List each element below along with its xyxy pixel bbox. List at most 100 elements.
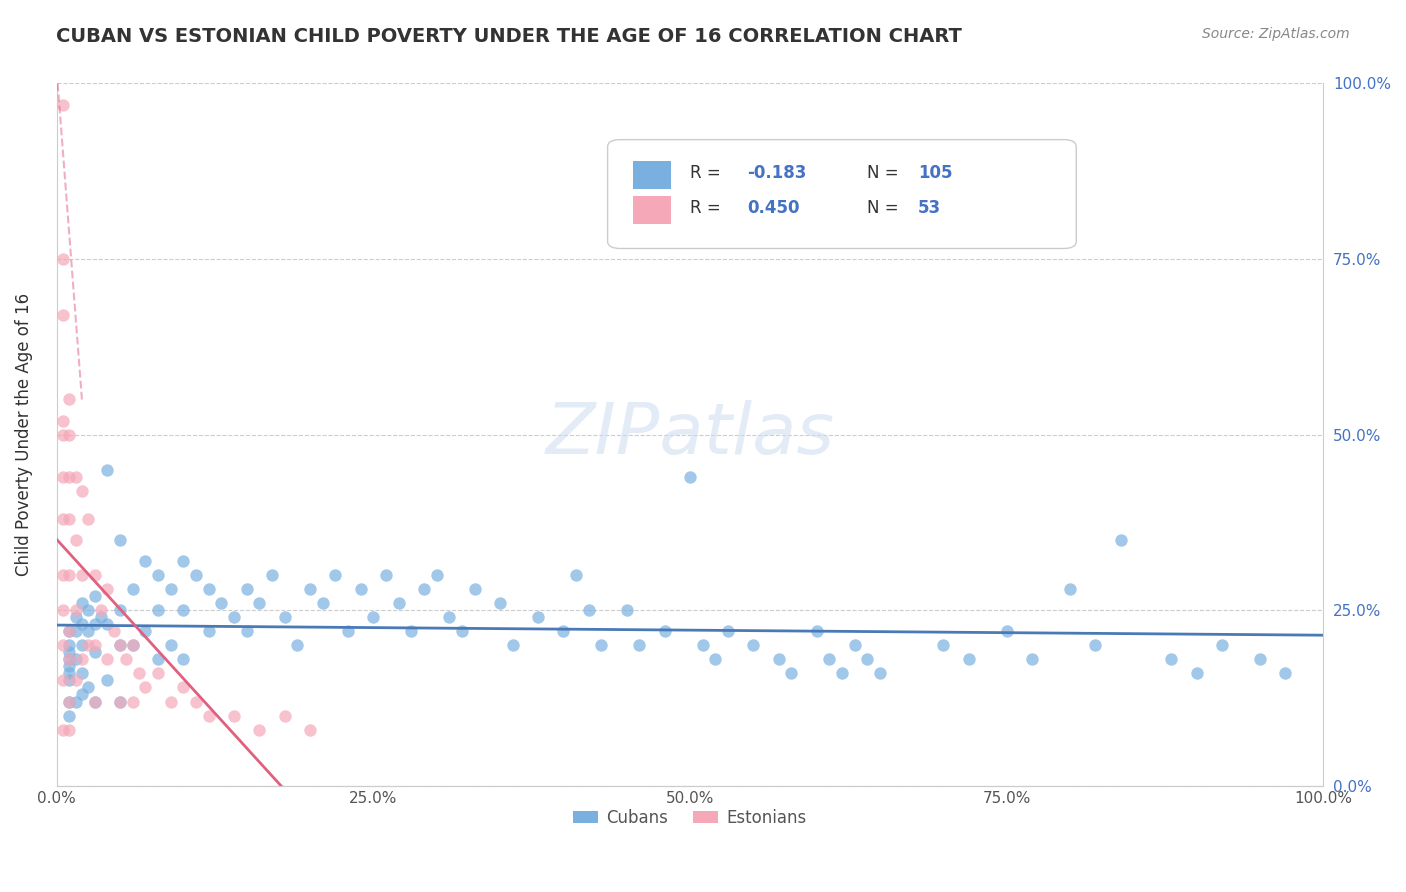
Text: 53: 53 — [918, 199, 941, 217]
Point — [65, 624, 87, 639]
Point — [90, 603, 112, 617]
Point — [388, 596, 411, 610]
Point — [679, 469, 702, 483]
Point — [298, 723, 321, 737]
Point — [70, 596, 93, 610]
Point — [172, 652, 194, 666]
Point — [58, 652, 80, 666]
Point — [806, 624, 828, 639]
Point — [65, 603, 87, 617]
Point — [108, 694, 131, 708]
Point — [52, 469, 75, 483]
Point — [439, 610, 461, 624]
Point — [654, 624, 676, 639]
Point — [83, 638, 105, 652]
Text: N =: N = — [868, 199, 904, 217]
Point — [197, 582, 219, 596]
FancyBboxPatch shape — [607, 140, 1076, 249]
Point — [311, 596, 333, 610]
Point — [108, 603, 131, 617]
Point — [247, 723, 270, 737]
Point — [58, 659, 80, 673]
Point — [58, 624, 80, 639]
Point — [172, 603, 194, 617]
Point — [77, 624, 100, 639]
Point — [1084, 638, 1107, 652]
Point — [58, 392, 80, 407]
Point — [83, 568, 105, 582]
Y-axis label: Child Poverty Under the Age of 16: Child Poverty Under the Age of 16 — [15, 293, 32, 576]
Point — [52, 413, 75, 427]
Point — [578, 603, 600, 617]
Point — [58, 568, 80, 582]
Point — [1021, 652, 1043, 666]
Point — [52, 252, 75, 266]
Point — [426, 568, 449, 582]
Text: Source: ZipAtlas.com: Source: ZipAtlas.com — [1202, 27, 1350, 41]
Point — [121, 638, 143, 652]
Point — [146, 568, 169, 582]
Point — [146, 603, 169, 617]
Point — [108, 638, 131, 652]
Point — [932, 638, 955, 652]
Point — [58, 694, 80, 708]
Point — [108, 533, 131, 547]
Point — [52, 308, 75, 322]
Point — [1160, 652, 1182, 666]
Point — [273, 610, 295, 624]
Point — [134, 681, 156, 695]
Point — [628, 638, 651, 652]
Point — [58, 469, 80, 483]
Point — [159, 638, 181, 652]
Point — [96, 582, 118, 596]
Point — [70, 568, 93, 582]
Point — [336, 624, 359, 639]
Point — [121, 694, 143, 708]
Point — [222, 610, 245, 624]
Point — [115, 652, 138, 666]
Point — [70, 688, 93, 702]
Point — [172, 681, 194, 695]
Point — [52, 673, 75, 688]
Point — [146, 652, 169, 666]
Point — [52, 97, 75, 112]
Point — [349, 582, 371, 596]
Point — [273, 708, 295, 723]
Text: -0.183: -0.183 — [747, 163, 806, 182]
Point — [717, 624, 740, 639]
Point — [413, 582, 436, 596]
Point — [52, 723, 75, 737]
Text: R =: R = — [690, 163, 725, 182]
Point — [616, 603, 638, 617]
Legend: Cubans, Estonians: Cubans, Estonians — [567, 802, 814, 834]
Point — [464, 582, 486, 596]
Text: 0.450: 0.450 — [747, 199, 800, 217]
Point — [83, 589, 105, 603]
Text: N =: N = — [868, 163, 904, 182]
Point — [52, 427, 75, 442]
Point — [502, 638, 524, 652]
Point — [52, 512, 75, 526]
Point — [58, 645, 80, 659]
Point — [361, 610, 384, 624]
Point — [527, 610, 550, 624]
Text: 105: 105 — [918, 163, 952, 182]
FancyBboxPatch shape — [633, 161, 671, 189]
Point — [108, 638, 131, 652]
Point — [704, 652, 727, 666]
Point — [565, 568, 588, 582]
Point — [184, 694, 207, 708]
Point — [159, 582, 181, 596]
Point — [96, 673, 118, 688]
Point — [742, 638, 765, 652]
Point — [235, 582, 257, 596]
Point — [52, 568, 75, 582]
Point — [108, 694, 131, 708]
Point — [58, 708, 80, 723]
Point — [58, 723, 80, 737]
Point — [235, 624, 257, 639]
Text: R =: R = — [690, 199, 725, 217]
Text: ZIPatlas: ZIPatlas — [546, 401, 834, 469]
Point — [374, 568, 396, 582]
Point — [451, 624, 474, 639]
